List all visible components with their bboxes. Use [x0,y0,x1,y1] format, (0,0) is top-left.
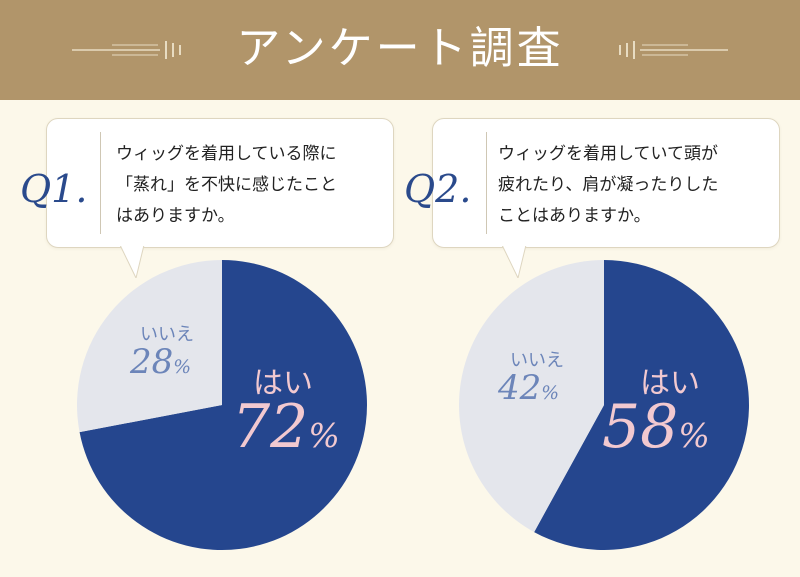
left-ornament-icon [72,41,181,59]
question-1-divider [100,132,101,234]
pie-2-no-unit: % [541,383,560,404]
right-ornament-icon [619,41,728,59]
question-1-line-2: 「蒸れ」を不快に感じたこと [116,175,337,195]
pie-1-slice-yes [79,260,367,550]
pie-2-slice-no [459,260,604,533]
pie-1-yes-label: はい [253,366,313,401]
pie-2-yes-percent: 58% [602,392,710,462]
question-2-line-2: 疲れたり、肩が凝ったりした [498,175,719,195]
question-1-line-1: ウィッグを着用している際に [116,144,337,164]
pie-1-yes-unit: % [308,416,340,455]
pie-1-no-label: いいえ [140,324,194,345]
pie-2-yes-label: はい [640,366,700,401]
question-2-bubble [432,118,780,248]
pie-1-no-value: 28 [130,342,174,382]
pie-2-slice-yes [534,260,750,550]
question-1-text: ウィッグを着用している際に 「蒸れ」を不快に感じたこと はありますか。 [116,139,337,232]
pie-1-yes-value: 72 [232,392,309,462]
pie-2-yes-value: 58 [602,392,679,462]
pie-1-no-unit: % [173,357,192,378]
pie-1-no-percent: 28% [130,342,191,382]
pie-1-slice-no [76,260,222,433]
question-1-label: Q1. [20,167,88,211]
question-2-divider [486,132,487,234]
question-2-bubble-tail [500,244,530,278]
pie-1-yes-percent: 72% [232,392,340,462]
pie-2-no-percent: 42% [498,368,559,408]
page-title: アンケート調査 [236,23,564,74]
question-2-label: Q2. [404,167,472,211]
question-1-bubble-tail [118,244,148,278]
question-1-bubble [46,118,394,248]
question-2-text: ウィッグを着用していて頭が 疲れたり、肩が凝ったりした ことはありますか。 [498,139,718,232]
question-2-line-3: ことはありますか。 [498,206,651,226]
question-1-line-3: はありますか。 [116,206,235,226]
question-2-line-1: ウィッグを着用していて頭が [498,144,718,164]
pie-2-no-label: いいえ [510,350,564,371]
pie-2-no-value: 42 [498,368,542,408]
pie-2-yes-unit: % [678,416,710,455]
